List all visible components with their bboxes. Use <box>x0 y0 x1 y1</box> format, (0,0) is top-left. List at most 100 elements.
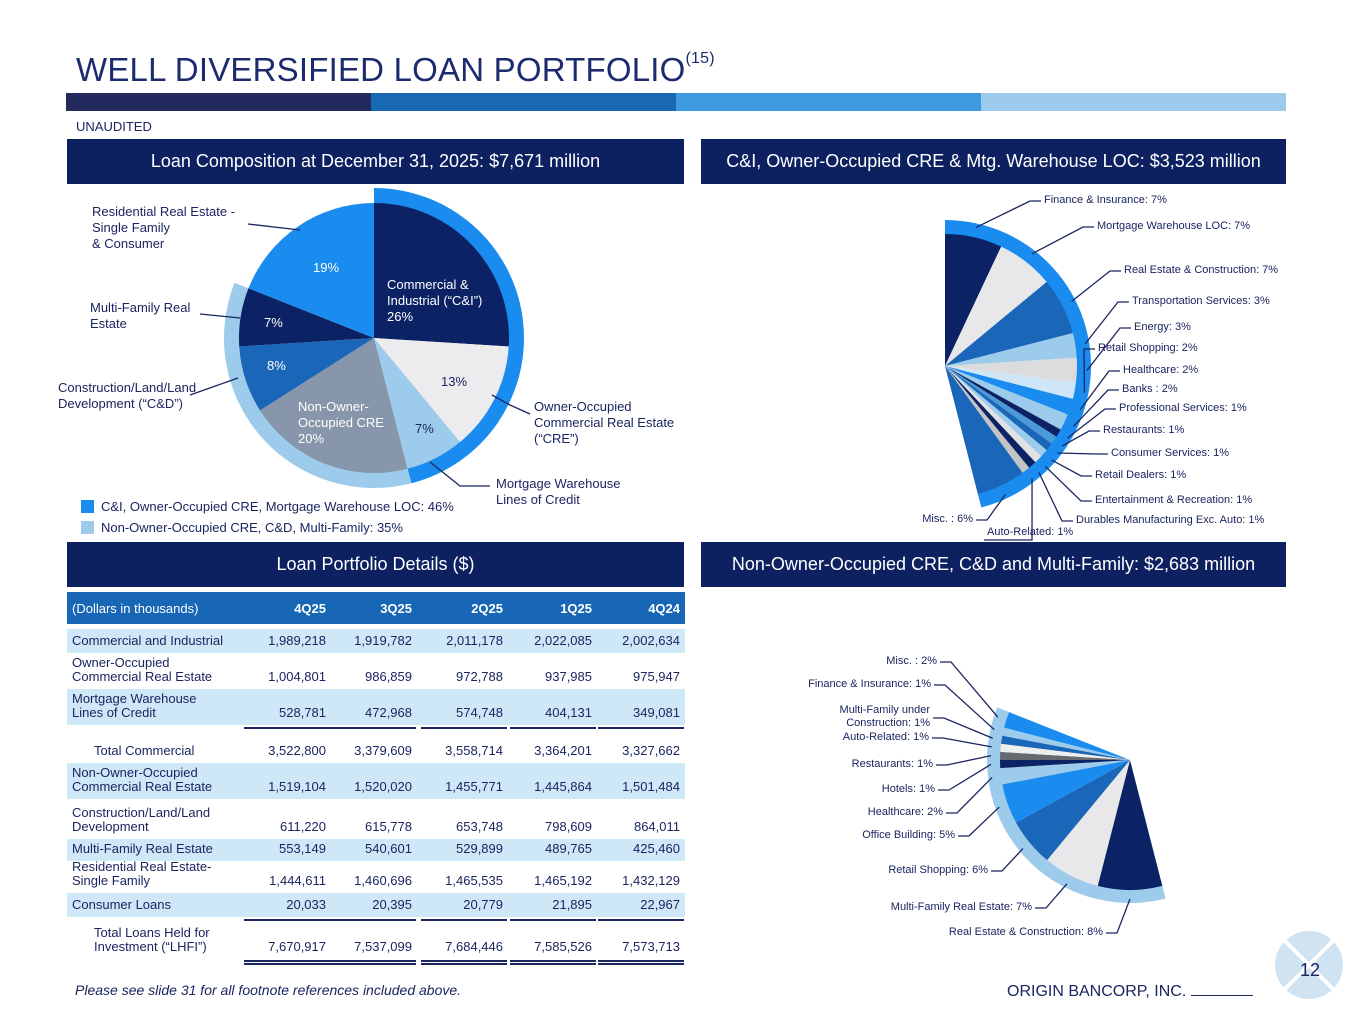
total-double-underline <box>598 960 684 965</box>
cell-value: 3,379,609 <box>354 743 412 758</box>
leader-line <box>1044 465 1092 502</box>
pie-slice <box>945 366 1068 430</box>
cell-value: 2,022,085 <box>534 633 592 648</box>
leader-line <box>1035 883 1068 909</box>
subtotal-underline <box>510 727 596 729</box>
pie-slice <box>1002 727 1130 760</box>
slice-label: Auto-Related: 1% <box>842 731 929 743</box>
table-row: Commercial and Industrial 1,989,218 1,919,… <box>67 629 685 653</box>
cell-value: 1,501,484 <box>622 779 680 794</box>
slice-label-oocre: 13% <box>441 374 468 389</box>
unaudited-label: UNAUDITED <box>76 119 152 134</box>
table-row: Consumer Loans 20,033 20,395 20,779 21,895 22… <box>67 893 685 921</box>
table-row: Total Commercial 3,522,800 3,379,609 3,558,… <box>67 731 685 763</box>
leader-line <box>984 478 1033 541</box>
slice-label-noocre: Non-Owner- Occupied CRE 20% <box>298 399 384 446</box>
subtotal-underline <box>510 919 596 921</box>
leader-line <box>1031 226 1094 255</box>
pie-slice <box>374 338 509 443</box>
cell-value: 1,465,535 <box>445 873 503 888</box>
leader-line <box>199 313 241 319</box>
legend-swatch-noo <box>81 521 94 534</box>
cell-value: 1,519,104 <box>268 779 326 794</box>
cell-value: 975,947 <box>633 669 680 684</box>
pie-slice <box>374 338 461 469</box>
cell-value: 653,748 <box>456 819 503 834</box>
title-text: WELL DIVERSIFIED LOAN PORTFOLIO <box>76 51 686 88</box>
slice-label: Energy: 3% <box>1134 321 1191 333</box>
leader-line <box>975 200 1041 229</box>
cell-value: 937,985 <box>545 669 592 684</box>
row-label: Non-Owner-Occupied Commercial Real Estat… <box>72 765 213 794</box>
pie-slice <box>945 366 1073 415</box>
leader-line <box>1086 327 1131 371</box>
total-double-underline <box>421 960 507 965</box>
cell-value: 21,895 <box>552 897 592 912</box>
row-label: Construction/Land/Land Development <box>72 805 211 834</box>
leader-line <box>932 737 992 748</box>
cell-value: 404,131 <box>545 705 592 720</box>
pie-slice <box>374 203 509 347</box>
cell-value: 1,004,801 <box>268 669 326 684</box>
leader-line <box>1083 348 1095 393</box>
slice-label: Real Estate & Construction: 7% <box>1124 264 1279 276</box>
column-header: 2Q25 <box>471 601 503 616</box>
pie-slice <box>1016 760 1130 861</box>
slice-label-mf: 7% <box>264 315 283 330</box>
leader-line <box>958 806 1000 837</box>
slice-label: Restaurants: 1% <box>1103 424 1185 436</box>
row-label: Mortgage Warehouse Lines of Credit <box>72 691 197 720</box>
pie-slice <box>945 366 1030 473</box>
leader-line <box>247 223 301 231</box>
slice-label: Finance & Insurance: 1% <box>808 678 931 690</box>
cell-value: 1,520,020 <box>354 779 412 794</box>
cell-value: 20,395 <box>372 897 412 912</box>
total-double-underline <box>330 960 416 965</box>
panel-header-loan-composition: Loan Composition at December 31, 2025: $… <box>67 139 684 184</box>
slice-label: Misc. : 2% <box>886 655 937 667</box>
leader-line <box>991 848 1024 872</box>
column-header: 3Q25 <box>380 601 412 616</box>
company-name: ORIGIN BANCORP, INC. <box>1007 983 1253 1001</box>
panel-header-ci-breakdown: C&I, Owner-Occupied CRE & Mtg. Warehouse… <box>701 139 1286 184</box>
slice-label: Office Building: 5% <box>862 829 955 841</box>
row-label: Total Commercial <box>94 743 195 758</box>
footnote: Please see slide 31 for all footnote ref… <box>75 982 462 998</box>
pie-slice <box>1000 760 1130 769</box>
pie-ring <box>945 220 1091 508</box>
cell-value: 972,788 <box>456 669 503 684</box>
leader-line <box>933 717 993 739</box>
subtotal-underline <box>598 727 684 729</box>
row-label: Owner-Occupied Commercial Real Estate <box>72 655 213 684</box>
cell-value: 20,779 <box>463 897 503 912</box>
pie-ring-segment <box>223 282 412 489</box>
cell-value: 3,522,800 <box>268 743 326 758</box>
slice-label-resi: 19% <box>313 260 340 275</box>
legend-swatch-commercial <box>81 500 94 513</box>
table-row: Mortgage Warehouse Lines of Credit 528,78… <box>67 689 685 729</box>
slice-label: Restaurants: 1% <box>851 758 933 770</box>
pie-slice <box>945 246 1047 366</box>
panel-header-noo-breakdown: Non-Owner-Occupied CRE, C&D and Multi-Fa… <box>701 542 1286 587</box>
column-header: 4Q24 <box>648 601 680 616</box>
pie-slice <box>1000 743 1130 760</box>
cell-value: 986,859 <box>365 669 412 684</box>
pie-slice <box>945 366 1036 468</box>
pie-slice <box>1004 712 1130 760</box>
callout-multifamily: Multi-Family Real Estate <box>90 300 191 331</box>
loan-portfolio-table: (Dollars in thousands) 4Q25 3Q25 2Q25 1Q25 4Q… <box>67 592 685 965</box>
pie-slice <box>945 366 1023 494</box>
table-row: Total Loans Held for Investment (“LHFI”)… <box>67 923 685 965</box>
slice-label: Durables Manufacturing Exc. Auto: 1% <box>1076 514 1265 526</box>
slice-label: Auto-Related: 1% <box>987 526 1074 538</box>
slice-label: Finance & Insurance: 7% <box>1044 194 1167 206</box>
cell-value: 615,778 <box>365 819 412 834</box>
table-row: Residential Real Estate- Single Family 1,… <box>67 860 685 893</box>
leader-line <box>1084 301 1129 345</box>
pie-slice <box>239 338 374 411</box>
pie-slice <box>1000 751 1130 760</box>
pie-slice <box>260 338 408 473</box>
slice-label: Real Estate & Construction: 8% <box>948 926 1103 938</box>
table-row: Non-Owner-Occupied Commercial Real Estat… <box>67 763 685 799</box>
legend-label-noo: Non-Owner-Occupied CRE, C&D, Multi-Famil… <box>101 520 403 535</box>
